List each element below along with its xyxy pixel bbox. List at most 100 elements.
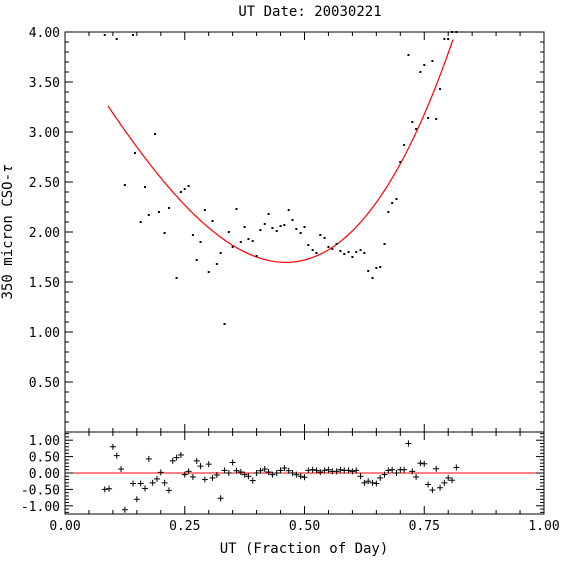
residual-point — [137, 480, 144, 487]
residual-point — [118, 466, 125, 473]
x-tick-label: 0.00 — [49, 519, 80, 534]
tau-panel-ticks — [64, 31, 545, 432]
tau-data-point — [443, 38, 446, 40]
residual-point — [249, 477, 256, 484]
tau-y-tick-label: 1.00 — [29, 326, 60, 341]
tau-data-point — [339, 250, 342, 252]
residual-panel: -1.00-0.500.000.501.00 0.00 0.25 0.50 0.75 1… — [21, 431, 560, 557]
residual-point — [433, 465, 440, 472]
residual-point — [293, 471, 300, 478]
residual-point — [169, 457, 176, 464]
residual-point — [197, 463, 204, 470]
residual-point — [385, 467, 392, 474]
tau-data-point — [203, 209, 206, 211]
tau-data-point — [211, 220, 214, 222]
residual-point — [449, 477, 456, 484]
residual-point — [177, 451, 184, 458]
tau-y-tick-labels: 0.50 1.00 1.50 2.00 2.50 3.00 3.50 4.00 — [29, 26, 60, 391]
residual-point — [237, 469, 244, 476]
residual-point — [337, 466, 344, 473]
tau-data-point — [167, 207, 170, 209]
tau-data-point — [303, 226, 306, 228]
residual-point — [417, 460, 424, 467]
residual-point — [357, 473, 364, 480]
tau-data-point — [235, 208, 238, 210]
tau-data-point — [133, 152, 136, 154]
tau-data-point — [195, 259, 198, 261]
tau-data-point — [275, 230, 278, 232]
residual-point — [325, 466, 332, 473]
residual-y-tick-label: 1.00 — [29, 434, 60, 449]
tau-data-point — [263, 223, 266, 225]
tau-data-point — [287, 209, 290, 211]
tau-data-point — [315, 252, 318, 254]
tau-data-point — [439, 88, 442, 90]
residual-point — [149, 479, 156, 486]
residual-point — [289, 470, 296, 476]
tau-data-point — [247, 238, 250, 240]
tau-symbol: τ — [0, 164, 16, 173]
residual-point — [113, 452, 120, 459]
tau-y-tick-label: 2.00 — [29, 226, 60, 241]
residual-point — [209, 474, 216, 481]
tau-data-point — [183, 188, 186, 190]
residual-point — [233, 467, 240, 474]
tau-data-point — [199, 241, 202, 243]
residual-point — [181, 471, 188, 478]
tau-data-point — [399, 161, 402, 163]
x-tick-labels: 0.00 0.25 0.50 0.75 1.00 — [49, 519, 559, 534]
tau-data-point — [279, 225, 282, 227]
residual-point — [373, 480, 380, 487]
residual-point — [393, 470, 400, 476]
residual-point — [369, 479, 376, 486]
residual-point — [109, 443, 116, 450]
residual-point — [281, 465, 288, 472]
residual-point — [401, 466, 408, 473]
tau-y-axis-label: 350 micron CSO-τ — [0, 164, 16, 299]
residual-point — [225, 470, 232, 476]
tau-data-point — [371, 277, 374, 279]
residual-point — [145, 455, 152, 462]
tau-data-point — [391, 202, 394, 204]
residual-point — [333, 468, 340, 475]
residual-point — [345, 467, 352, 474]
tau-data-point — [407, 54, 410, 56]
tau-data-point — [227, 231, 230, 233]
tau-data-point — [415, 128, 418, 130]
residual-point — [353, 467, 360, 474]
residual-point — [273, 470, 280, 476]
tau-data-point — [163, 232, 166, 234]
tau-data-point — [299, 232, 302, 234]
tau-data-point — [343, 253, 346, 255]
residual-point — [277, 467, 284, 474]
residual-point — [261, 466, 268, 473]
tau-data-point — [351, 256, 354, 258]
chart-title: UT Date: 20030221 — [238, 4, 381, 20]
tau-data-point — [251, 240, 254, 242]
residual-point — [313, 467, 320, 474]
tau-data-point — [427, 117, 430, 119]
residual-point — [361, 479, 368, 486]
residual-point — [193, 457, 200, 464]
residual-point — [221, 467, 228, 474]
tau-fit-curve — [107, 39, 454, 263]
residual-point — [241, 471, 248, 478]
x-tick-label: 0.25 — [169, 519, 200, 534]
residual-point — [413, 473, 420, 480]
residual-point — [409, 468, 416, 475]
residual-point — [253, 470, 260, 476]
tau-data-point — [331, 248, 334, 250]
residual-y-tick-label: -0.50 — [21, 483, 60, 498]
tau-data-point — [327, 246, 330, 248]
tau-y-tick-label: 4.00 — [29, 26, 60, 41]
tau-y-tick-label: 3.00 — [29, 126, 60, 141]
tau-data-point — [147, 214, 150, 216]
tau-data-point — [307, 244, 310, 246]
tau-data-point — [395, 198, 398, 200]
tau-data-point — [359, 249, 362, 251]
tau-y-tick-label: 2.50 — [29, 176, 60, 191]
tau-data-point — [215, 263, 218, 265]
tau-fit-line — [107, 39, 454, 263]
residual-point — [285, 467, 292, 474]
residual-point — [437, 484, 444, 491]
